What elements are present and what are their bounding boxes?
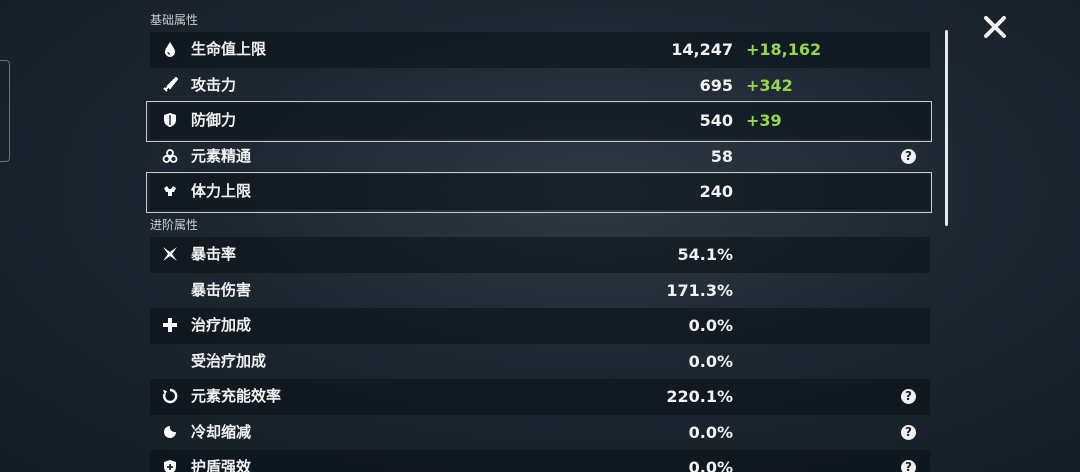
stat-row: 冷却缩减 0.0%?: [150, 415, 930, 451]
stat-value: 0.0%: [688, 458, 733, 472]
left-tab: [0, 60, 10, 162]
stat-value: 54.1%: [677, 245, 733, 264]
stat-icon: [162, 388, 178, 404]
section-title: 基础属性: [150, 13, 199, 27]
help-icon[interactable]: ?: [901, 148, 916, 164]
stat-row: 元素充能效率 220.1%?: [150, 379, 930, 415]
stat-value: 0.0%: [688, 422, 733, 442]
stat-icon: [162, 148, 178, 163]
stat-name: 治疗加成: [191, 316, 252, 334]
row-outline: [146, 171, 932, 213]
row-outline: [146, 100, 932, 142]
stat-value: 695: [699, 75, 733, 95]
stat-row: 护盾强效 0.0%?: [150, 450, 930, 472]
stat-name: 生命值上限: [191, 40, 267, 58]
stat-row: 防御力 540 +39: [150, 103, 930, 139]
stat-icon: [164, 113, 176, 127]
stat-icon: [163, 76, 178, 92]
close-button[interactable]: [983, 15, 1007, 39]
stat-name: 体力上限: [191, 182, 252, 200]
section-title: 进阶属性: [150, 218, 199, 232]
stat-bonus: +39: [746, 111, 782, 130]
stat-value: 540: [699, 111, 733, 130]
stat-icon: [164, 425, 176, 438]
stat-row: 暴击率 54.1%: [150, 237, 930, 273]
stat-value: 0.0%: [688, 351, 733, 371]
stat-row: 受治疗加成 0.0%: [150, 344, 930, 380]
stat-name: 冷却缩减: [191, 422, 252, 441]
stat-value: 220.1%: [666, 387, 733, 406]
stat-name: 受治疗加成: [191, 351, 267, 370]
stat-row: 元素精通 58?: [150, 139, 930, 175]
stat-value: 240: [699, 182, 733, 201]
stat-row: 治疗加成 0.0%: [150, 308, 930, 344]
stat-row: 体力上限 240: [150, 174, 930, 210]
stat-row: 暴击伤害 171.3%: [150, 273, 930, 309]
stat-row: 生命值上限 14,247 +18,162: [150, 32, 930, 68]
stat-name: 暴击率: [191, 245, 237, 263]
stat-icon: [164, 186, 176, 196]
stat-icon: [164, 460, 176, 472]
scrollbar: [945, 30, 948, 226]
stat-name: 元素精通: [191, 146, 252, 165]
stat-value: 0.0%: [688, 316, 733, 335]
stat-icon: [165, 42, 175, 57]
stat-name: 元素充能效率: [191, 387, 282, 405]
stat-name: 护盾强效: [191, 458, 252, 472]
stat-value: 171.3%: [666, 280, 733, 300]
stat-value: 14,247: [671, 40, 733, 59]
help-icon[interactable]: ?: [901, 389, 916, 404]
stat-bonus: +18,162: [746, 40, 822, 59]
stat-icon: [163, 247, 177, 261]
stat-icon: [163, 318, 177, 332]
stat-name: 防御力: [191, 111, 237, 129]
stat-name: 暴击伤害: [191, 280, 252, 299]
stat-name: 攻击力: [191, 75, 237, 94]
stat-bonus: +342: [746, 75, 793, 95]
help-icon[interactable]: ?: [901, 460, 916, 472]
help-icon[interactable]: ?: [901, 424, 916, 440]
stat-row: 攻击力 695 +342: [150, 68, 930, 104]
stat-value: 58: [710, 146, 733, 166]
